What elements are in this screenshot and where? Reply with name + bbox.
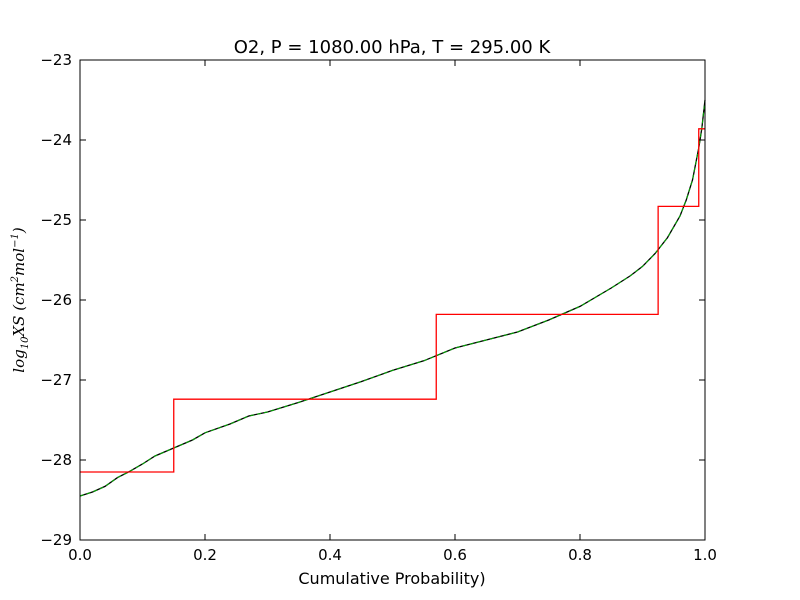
y-tick-label: −23 <box>40 51 72 69</box>
y-tick-label: −25 <box>40 211 72 229</box>
x-tick-label: 0.4 <box>318 546 342 564</box>
series-line-1 <box>79 99 706 497</box>
series-layer <box>79 99 706 497</box>
y-axis-label: log10XS (cm2mol−1) <box>10 227 31 373</box>
x-tick-label: 0.0 <box>68 546 92 564</box>
x-axis: 0.0 0.2 0.4 0.6 0.8 1.0 <box>68 60 717 564</box>
x-tick-label: 0.6 <box>443 546 467 564</box>
y-tick-label: −29 <box>40 531 72 549</box>
series-line-2 <box>80 128 705 473</box>
y-tick-label: −24 <box>40 131 72 149</box>
x-axis-label: Cumulative Probability) <box>298 569 485 588</box>
x-tick-label: 1.0 <box>693 546 717 564</box>
plot-area <box>79 59 706 541</box>
x-tick-label: 0.2 <box>193 546 217 564</box>
y-axis: −29 −28 −27 −26 −25 −24 −23 <box>40 51 705 549</box>
y-tick-label: −27 <box>40 371 72 389</box>
chart-title: O2, P = 1080.00 hPa, T = 295.00 K <box>234 37 552 58</box>
y-tick-label: −26 <box>40 291 72 309</box>
y-tick-label: −28 <box>40 451 72 469</box>
x-tick-label: 0.8 <box>568 546 592 564</box>
